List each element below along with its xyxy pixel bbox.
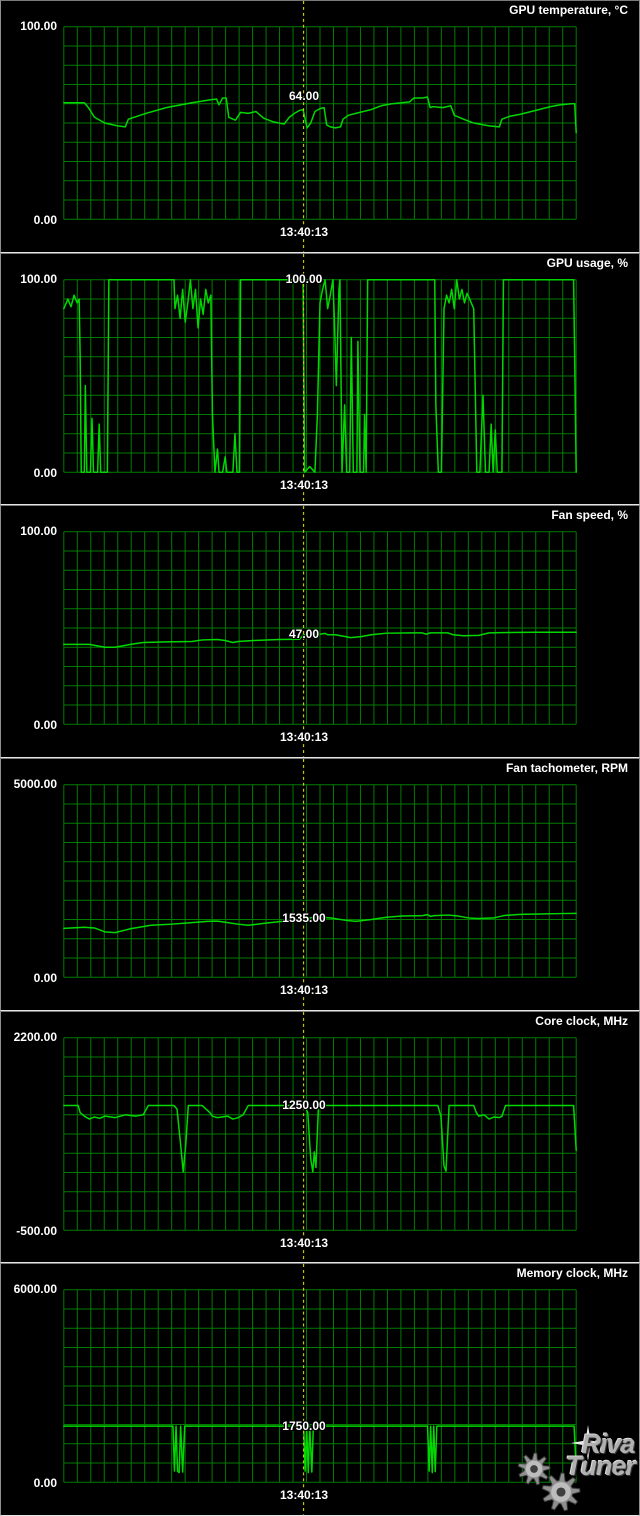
watermark-line1: Riva xyxy=(581,1429,635,1460)
y-max-label: 100.00 xyxy=(20,524,57,539)
grid-lines xyxy=(63,531,577,726)
data-series-line xyxy=(63,1425,577,1474)
chart-plot[interactable] xyxy=(1,253,639,505)
chart-title: Fan speed, % xyxy=(551,508,628,523)
chart-panel-gpu-temperature-c: GPU temperature, °C 100.00 0.00 64.00 13… xyxy=(0,0,640,253)
grid-lines xyxy=(63,784,577,978)
data-series-line xyxy=(63,912,577,934)
data-series-line xyxy=(63,631,577,649)
cursor-value-label: 100.00 xyxy=(285,271,323,286)
grid-lines xyxy=(63,278,577,473)
chart-panel-gpu-usage: GPU usage, % 100.00 0.00 100.00 13:40:13 xyxy=(0,252,640,506)
data-series-line xyxy=(63,278,577,473)
chart-title: GPU temperature, °C xyxy=(509,3,628,17)
rivatuner-watermark: Riva Tuner xyxy=(504,1421,639,1513)
sparkle-icon xyxy=(571,1425,605,1462)
chart-title: Core clock, MHz xyxy=(535,1013,628,1028)
chart-title: Fan tachometer, RPM xyxy=(505,761,628,776)
chart-panel-core-clock-mhz: Core clock, MHz 2200.00 -500.00 1250.00 … xyxy=(0,1010,640,1264)
y-min-label: -500.00 xyxy=(16,1223,57,1238)
cursor-time-label: 13:40:13 xyxy=(279,477,329,492)
cursor-time-label: 13:40:13 xyxy=(279,730,329,745)
cursor-time-label: 13:40:13 xyxy=(279,225,329,239)
data-series-line xyxy=(63,96,577,134)
y-max-label: 2200.00 xyxy=(13,1029,57,1044)
chart-plot[interactable] xyxy=(1,506,639,758)
gear-hole xyxy=(530,1465,538,1473)
y-max-label: 100.00 xyxy=(20,19,57,33)
cursor-value-label: 1250.00 xyxy=(282,1097,326,1112)
chart-panel-memory-clock-mhz: Memory clock, MHz 6000.00 0.00 1750.00 1… xyxy=(0,1263,640,1516)
cursor-time-label: 13:40:13 xyxy=(279,1488,329,1503)
y-min-label: 0.00 xyxy=(33,971,57,986)
chart-title: Memory clock, MHz xyxy=(516,1266,628,1281)
y-max-label: 5000.00 xyxy=(13,777,57,792)
grid-lines xyxy=(63,1036,577,1231)
watermark-text: Riva Tuner xyxy=(565,1429,636,1482)
grid-lines xyxy=(63,26,577,220)
chart-plot[interactable] xyxy=(1,1,639,252)
watermark-gears xyxy=(517,1425,605,1512)
cursor-value-label: 64.00 xyxy=(288,89,320,103)
chart-title: GPU usage, % xyxy=(546,255,628,270)
chart-panel-fan-tachometer-rpm: Fan tachometer, RPM 5000.00 0.00 1535.00… xyxy=(0,758,640,1011)
cursor-time-label: 13:40:13 xyxy=(279,983,329,998)
y-max-label: 6000.00 xyxy=(13,1282,57,1297)
chart-plot[interactable] xyxy=(1,1264,639,1516)
cursor-value-label: 1750.00 xyxy=(282,1419,326,1434)
y-min-label: 0.00 xyxy=(33,213,57,227)
y-min-label: 0.00 xyxy=(33,1476,57,1491)
data-series-line xyxy=(63,1104,577,1173)
chart-panel-fan-speed: Fan speed, % 100.00 0.00 47.00 13:40:13 xyxy=(0,505,640,759)
cursor-value-label: 1535.00 xyxy=(282,911,326,926)
y-max-label: 100.00 xyxy=(20,271,57,286)
chart-plot[interactable] xyxy=(1,759,639,1010)
chart-plot[interactable] xyxy=(1,1011,639,1263)
grid-lines xyxy=(63,1289,577,1484)
cursor-time-label: 13:40:13 xyxy=(279,1235,329,1250)
y-min-label: 0.00 xyxy=(33,718,57,733)
gear-hole xyxy=(556,1487,566,1497)
cursor-value-label: 47.00 xyxy=(288,627,320,642)
watermark-line2: Tuner xyxy=(565,1451,636,1482)
y-min-label: 0.00 xyxy=(33,465,57,480)
